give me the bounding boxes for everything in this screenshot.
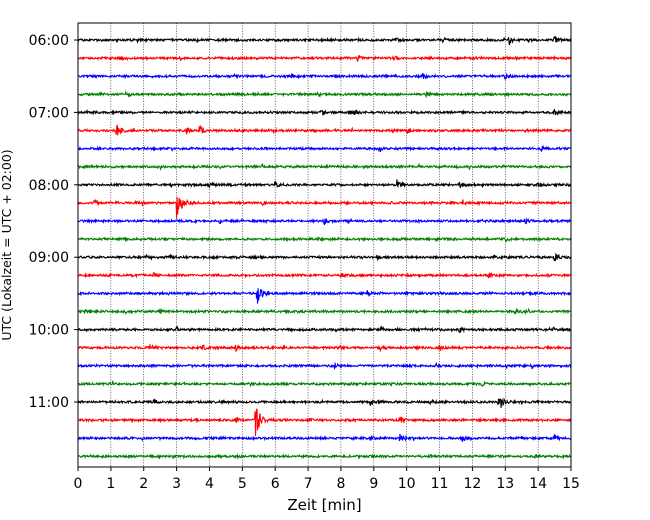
x-tick-label: 10: [398, 476, 416, 492]
x-tick-label: 13: [496, 476, 514, 492]
y-tick-label: 07:00: [29, 105, 69, 121]
trace-1100: [77, 397, 572, 408]
x-tick-label: 11: [431, 476, 449, 492]
trace-0945: [77, 307, 572, 316]
x-tick-label: 4: [205, 476, 214, 492]
trace-1115: [77, 408, 572, 436]
x-tick-label: 7: [304, 476, 313, 492]
x-tick-label: 14: [529, 476, 547, 492]
trace-1030: [77, 361, 572, 370]
trace-0645: [77, 89, 572, 99]
y-axis-label: UTC (Lokalzeit = UTC + 02:00): [0, 149, 14, 340]
x-tick-label: 3: [172, 476, 181, 492]
trace-0800: [77, 179, 572, 189]
trace-1045: [77, 380, 572, 388]
x-tick-label: 5: [238, 476, 247, 492]
trace-0730: [77, 144, 572, 153]
x-tick-label: 2: [139, 476, 148, 492]
x-tick-label: 9: [369, 476, 378, 492]
trace-0900: [77, 252, 572, 262]
x-tick-label: 8: [336, 476, 345, 492]
trace-0745: [77, 162, 572, 172]
plot-frame: [77, 22, 572, 468]
y-tick-label: 09:00: [29, 250, 69, 266]
y-tick-label: 10:00: [29, 323, 69, 339]
trace-0915: [77, 272, 572, 279]
x-tick-label: 1: [106, 476, 115, 492]
trace-0630: [77, 72, 572, 81]
x-axis-ticks: 0 1 2 3 4 5 6 7 8 9 10 11 12 13 14 15: [74, 467, 580, 492]
trace-1015: [77, 344, 572, 353]
trace-1145: [77, 453, 572, 460]
trace-0600: [77, 35, 572, 46]
trace-0815: [77, 196, 572, 218]
y-tick-label: 11:00: [29, 395, 69, 411]
x-tick-label: 0: [74, 476, 83, 492]
trace-0715: [77, 124, 572, 136]
seismogram-traces: [77, 35, 572, 460]
trace-0930: [77, 288, 572, 304]
trace-0830: [77, 217, 572, 226]
y-axis-ticks: 06:00 07:00 08:00 09:00 10:00 11:00: [29, 33, 78, 411]
trace-1130: [77, 433, 572, 442]
trace-0845: [77, 236, 572, 243]
trace-0700: [77, 108, 572, 116]
x-tick-label: 15: [562, 476, 580, 492]
trace-1000: [77, 325, 572, 334]
vertical-grid: [110, 23, 539, 467]
x-axis-label: Zeit [min]: [287, 496, 361, 514]
x-tick-label: 12: [463, 476, 481, 492]
x-tick-label: 6: [271, 476, 280, 492]
y-tick-label: 08:00: [29, 178, 69, 194]
y-tick-label: 06:00: [29, 33, 69, 49]
trace-0615: [77, 54, 572, 63]
